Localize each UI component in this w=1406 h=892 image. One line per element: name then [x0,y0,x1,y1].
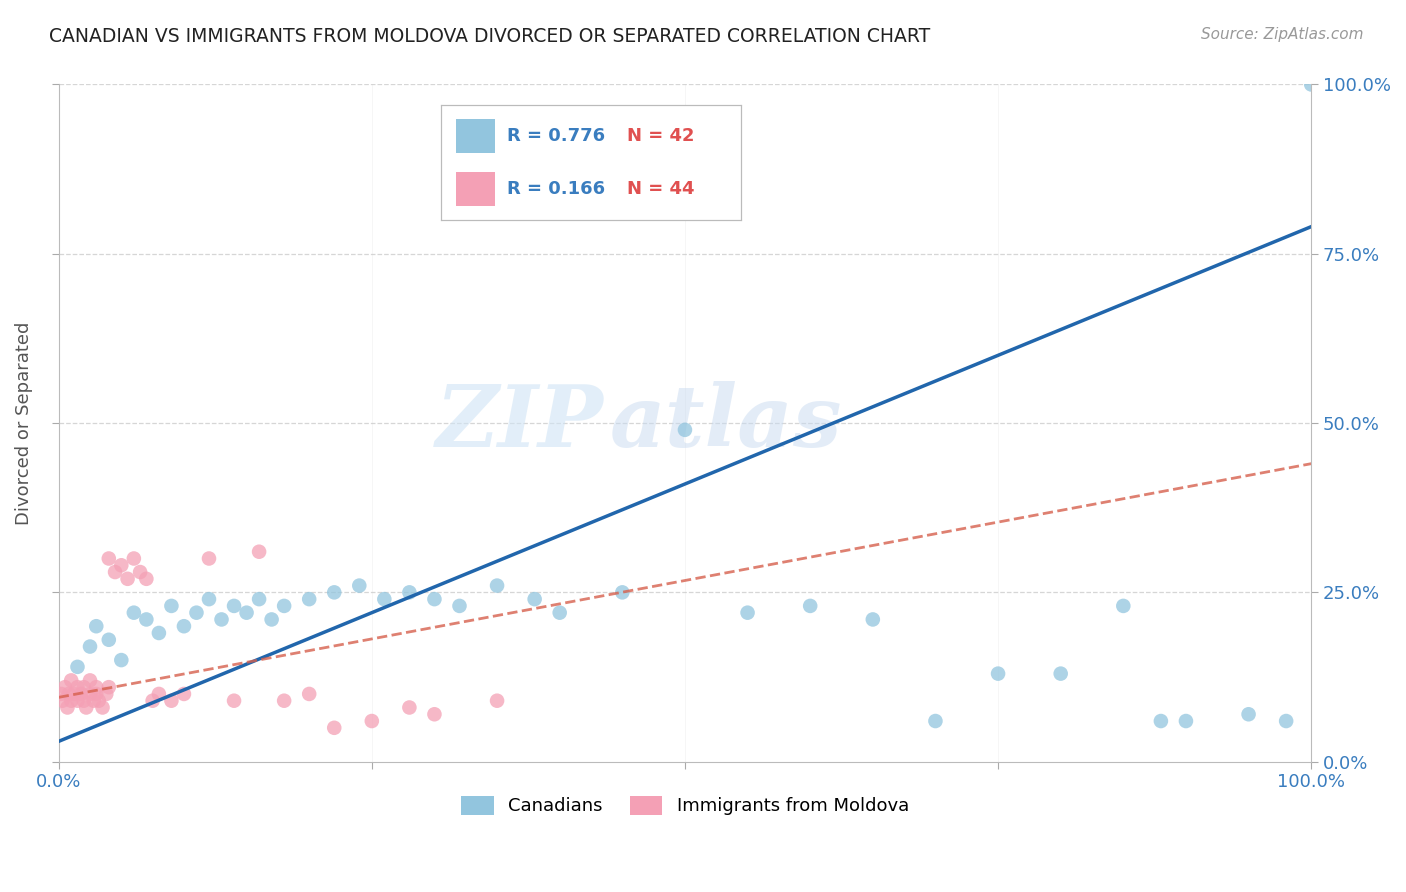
Point [148,626,170,640]
Point [273,694,295,708]
Point [122,606,145,620]
Point [66,694,89,708]
Point [142,694,165,708]
Point [673,423,696,437]
Point [135,612,157,626]
Point [51,694,73,708]
Point [79,640,101,654]
Point [247,545,270,559]
Point [97,680,120,694]
Point [1174,714,1197,728]
Point [62,687,84,701]
Point [173,619,195,633]
Point [548,606,571,620]
Point [73,694,96,708]
Point [66,660,89,674]
Point [60,694,83,708]
Point [987,666,1010,681]
Point [1275,714,1298,728]
Point [235,606,257,620]
Point [129,565,152,579]
Point [110,653,132,667]
Point [449,599,471,613]
Point [135,572,157,586]
Point [486,694,509,708]
Point [97,551,120,566]
Point [423,707,446,722]
Point [924,714,946,728]
Point [222,599,245,613]
Point [83,694,105,708]
Point [79,673,101,688]
Point [373,592,395,607]
Legend: Canadians, Immigrants from Moldova: Canadians, Immigrants from Moldova [454,789,917,822]
Point [1237,707,1260,722]
Point [97,632,120,647]
Point [737,606,759,620]
Point [247,592,270,607]
Point [1112,599,1135,613]
Point [160,694,183,708]
Text: atlas: atlas [610,381,842,465]
Point [53,680,76,694]
Point [104,565,127,579]
Point [117,572,139,586]
Point [84,680,107,694]
Point [79,687,101,701]
Point [173,687,195,701]
Point [222,694,245,708]
Point [60,673,83,688]
Point [349,578,371,592]
Point [84,687,107,701]
Point [1049,666,1071,681]
Point [160,599,183,613]
Point [75,700,97,714]
Point [323,721,346,735]
Point [260,612,283,626]
Point [862,612,884,626]
Point [398,700,420,714]
Point [486,578,509,592]
Point [523,592,546,607]
Point [1301,78,1323,92]
Point [84,619,107,633]
Point [56,700,79,714]
Point [423,592,446,607]
Text: Source: ZipAtlas.com: Source: ZipAtlas.com [1201,27,1364,42]
Y-axis label: Divorced or Separated: Divorced or Separated [15,321,32,524]
Point [612,585,634,599]
Text: ZIP: ZIP [436,381,603,465]
Point [110,558,132,573]
Point [186,606,208,620]
Point [51,687,73,701]
Point [91,700,114,714]
Text: CANADIAN VS IMMIGRANTS FROM MOLDOVA DIVORCED OR SEPARATED CORRELATION CHART: CANADIAN VS IMMIGRANTS FROM MOLDOVA DIVO… [49,27,931,45]
Point [298,592,321,607]
Point [66,680,89,694]
Point [799,599,821,613]
Point [323,585,346,599]
Point [273,599,295,613]
Point [398,585,420,599]
Point [298,687,321,701]
Point [198,551,221,566]
Point [122,551,145,566]
Point [148,687,170,701]
Point [70,687,93,701]
Point [211,612,233,626]
Point [360,714,382,728]
Point [87,694,110,708]
Point [1150,714,1173,728]
Point [73,680,96,694]
Point [198,592,221,607]
Point [96,687,118,701]
Point [58,687,80,701]
